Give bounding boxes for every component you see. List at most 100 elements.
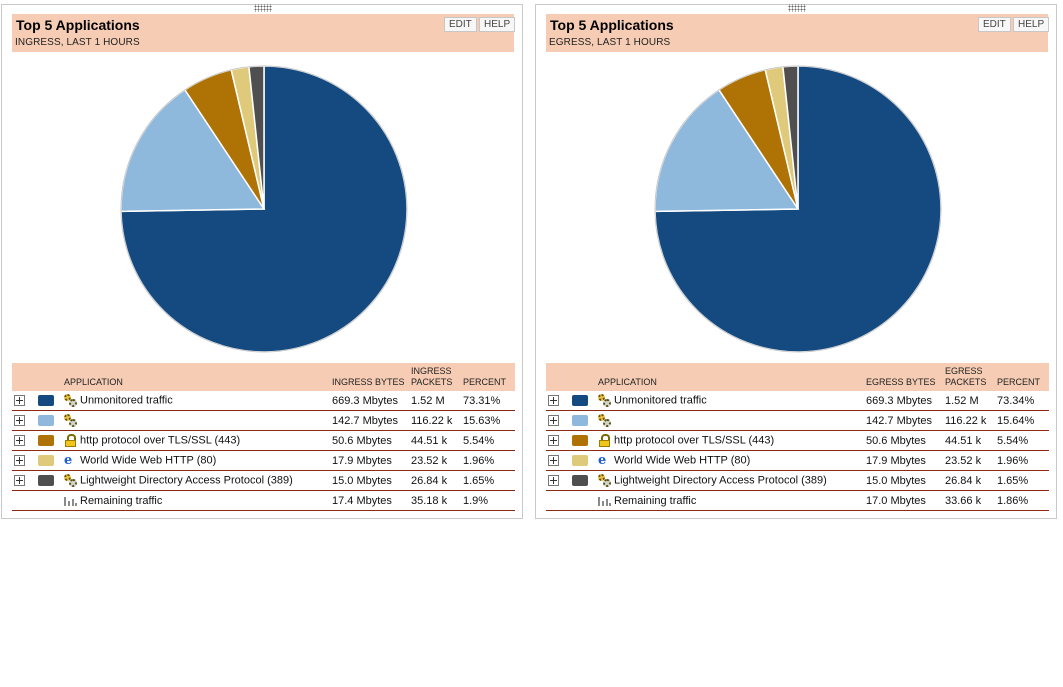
legend-swatch xyxy=(572,475,588,487)
panel-subtitle: EGRESS, LAST 1 HOURS xyxy=(549,37,671,48)
table-row[interactable]: Lightweight Directory Access Protocol (3… xyxy=(12,470,515,491)
egress-pie-chart xyxy=(654,65,942,353)
expand-icon[interactable] xyxy=(548,415,559,427)
bytes-cell: 15.0 Mbytes xyxy=(864,470,943,491)
percent-cell: 1.86% xyxy=(995,490,1049,511)
expand-icon[interactable] xyxy=(14,435,25,447)
application-name[interactable]: Unmonitored traffic xyxy=(80,394,173,407)
table-row[interactable]: Lightweight Directory Access Protocol (3… xyxy=(546,470,1049,491)
expand-icon[interactable] xyxy=(548,475,559,487)
legend-swatch xyxy=(38,415,54,427)
table-row[interactable]: 142.7 Mbytes 116.22 k 15.64% xyxy=(546,410,1049,431)
application-cell: e World Wide Web HTTP (80) xyxy=(62,450,330,471)
remaining-traffic-label: Remaining traffic xyxy=(614,494,697,507)
bytes-cell: 17.9 Mbytes xyxy=(330,450,409,471)
panel-header: Top 5 Applications EGRESS, LAST 1 HOURS … xyxy=(546,14,1050,52)
packets-cell: 44.51 k xyxy=(943,430,995,451)
table-row[interactable]: http protocol over TLS/SSL (443) 50.6 Mby… xyxy=(12,430,515,451)
bytes-cell: 17.0 Mbytes xyxy=(864,490,943,511)
bars-icon xyxy=(64,495,77,507)
help-button[interactable]: HELP xyxy=(1013,17,1050,32)
packets-cell: 33.66 k xyxy=(943,490,995,511)
bytes-cell: 17.9 Mbytes xyxy=(864,450,943,471)
percent-column-header: PERCENT xyxy=(995,363,1049,391)
application-cell: Lightweight Directory Access Protocol (3… xyxy=(596,470,864,491)
ie-icon: e xyxy=(598,453,607,468)
expand-icon[interactable] xyxy=(14,455,25,467)
application-cell: Unmonitored traffic xyxy=(596,391,864,411)
percent-cell: 5.54% xyxy=(995,430,1049,451)
percent-cell: 1.96% xyxy=(995,450,1049,471)
applications-table: APPLICATION EGRESS BYTES EGRESS PACKETS … xyxy=(546,363,1049,511)
legend-swatch xyxy=(572,435,588,447)
percent-cell: 73.34% xyxy=(995,391,1049,411)
packets-cell: 23.52 k xyxy=(943,450,995,471)
application-cell xyxy=(596,410,864,431)
application-name[interactable]: Lightweight Directory Access Protocol (3… xyxy=(614,474,827,487)
expand-icon[interactable] xyxy=(548,395,559,407)
application-name[interactable]: World Wide Web HTTP (80) xyxy=(80,454,217,467)
lock-icon xyxy=(64,434,77,447)
application-cell: e World Wide Web HTTP (80) xyxy=(596,450,864,471)
packets-cell: 1.52 M xyxy=(943,391,995,411)
help-button[interactable]: HELP xyxy=(479,17,516,32)
legend-swatch xyxy=(38,475,54,487)
gears-icon xyxy=(598,414,611,427)
bytes-column-header: EGRESS BYTES xyxy=(864,363,943,391)
application-cell xyxy=(62,410,330,431)
edit-button[interactable]: EDIT xyxy=(978,17,1011,32)
application-name[interactable]: World Wide Web HTTP (80) xyxy=(614,454,751,467)
application-cell: Unmonitored traffic xyxy=(62,391,330,411)
remaining-traffic-row: Remaining traffic 17.0 Mbytes 33.66 k 1.86% xyxy=(546,490,1049,511)
gears-icon xyxy=(598,394,611,407)
drag-handle[interactable] xyxy=(254,4,272,12)
gears-icon xyxy=(64,474,77,487)
lock-icon xyxy=(598,434,611,447)
packets-cell: 116.22 k xyxy=(943,410,995,431)
application-column-header: APPLICATION xyxy=(596,363,864,391)
table-row[interactable]: 142.7 Mbytes 116.22 k 15.63% xyxy=(12,410,515,431)
packets-cell: 26.84 k xyxy=(943,470,995,491)
table-row[interactable]: e World Wide Web HTTP (80) 17.9 Mbytes 23.5… xyxy=(12,450,515,471)
application-name[interactable]: Lightweight Directory Access Protocol (3… xyxy=(80,474,293,487)
bars-icon xyxy=(598,495,611,507)
table-row[interactable]: Unmonitored traffic 669.3 Mbytes 1.52 M 73.… xyxy=(12,391,515,411)
table-row[interactable]: http protocol over TLS/SSL (443) 50.6 Mby… xyxy=(546,430,1049,451)
application-name[interactable]: Unmonitored traffic xyxy=(614,394,707,407)
table-row[interactable]: Unmonitored traffic 669.3 Mbytes 1.52 M 73.… xyxy=(546,391,1049,411)
bytes-cell: 669.3 Mbytes xyxy=(864,391,943,411)
application-name[interactable]: http protocol over TLS/SSL (443) xyxy=(80,434,241,447)
drag-handle[interactable] xyxy=(788,4,806,12)
packets-cell: 35.18 k xyxy=(409,490,461,511)
expand-icon[interactable] xyxy=(14,395,25,407)
gears-icon xyxy=(64,394,77,407)
egress-panel: Top 5 Applications EGRESS, LAST 1 HOURS … xyxy=(535,4,1057,519)
expand-icon[interactable] xyxy=(548,455,559,467)
bytes-cell: 669.3 Mbytes xyxy=(330,391,409,411)
panel-title: Top 5 Applications xyxy=(16,17,140,33)
bytes-cell: 50.6 Mbytes xyxy=(330,430,409,451)
remaining-traffic-label: Remaining traffic xyxy=(80,494,163,507)
expand-icon[interactable] xyxy=(548,435,559,447)
pie-outline xyxy=(654,65,942,353)
ingress-pie-chart xyxy=(120,65,408,353)
application-cell: Lightweight Directory Access Protocol (3… xyxy=(62,470,330,491)
expand-icon[interactable] xyxy=(14,415,25,427)
edit-button[interactable]: EDIT xyxy=(444,17,477,32)
expand-icon[interactable] xyxy=(14,475,25,487)
gears-icon xyxy=(64,414,77,427)
gears-icon xyxy=(598,474,611,487)
percent-column-header: PERCENT xyxy=(461,363,515,391)
packets-cell: 23.52 k xyxy=(409,450,461,471)
application-column-header: APPLICATION xyxy=(62,363,330,391)
application-name[interactable]: http protocol over TLS/SSL (443) xyxy=(614,434,775,447)
legend-swatch xyxy=(572,455,588,467)
application-cell: Remaining traffic xyxy=(62,490,330,511)
legend-swatch xyxy=(572,415,588,427)
percent-cell: 1.96% xyxy=(461,450,515,471)
legend-swatch xyxy=(38,435,54,447)
packets-column-header: EGRESS PACKETS xyxy=(943,363,995,391)
legend-swatch xyxy=(38,395,54,407)
table-row[interactable]: e World Wide Web HTTP (80) 17.9 Mbytes 23.5… xyxy=(546,450,1049,471)
packets-column-header: INGRESS PACKETS xyxy=(409,363,461,391)
